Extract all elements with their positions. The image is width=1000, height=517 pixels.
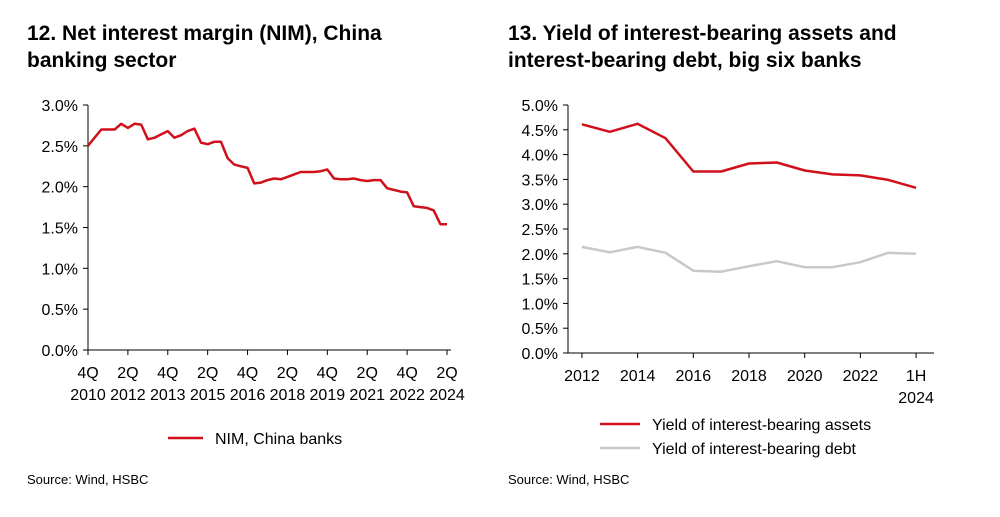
- x-tick-label: 2022: [389, 387, 425, 404]
- x-tick-label: 2016: [676, 368, 712, 385]
- legend-label: NIM, China banks: [215, 431, 342, 448]
- x-tick-label: 2018: [270, 387, 306, 404]
- chart-title-line-2: interest-bearing debt, big six banks: [508, 49, 862, 72]
- x-tick-label: 4Q: [317, 365, 338, 382]
- y-tick-label: 0.5%: [42, 302, 78, 319]
- x-tick-label: 2013: [150, 387, 186, 404]
- y-tick-label: 1.5%: [522, 272, 558, 289]
- x-tick-label: 2015: [190, 387, 226, 404]
- y-tick-label: 0.0%: [42, 343, 78, 360]
- x-tick-label: 2020: [787, 368, 823, 385]
- y-tick-label: 2.5%: [42, 139, 78, 156]
- y-tick-label: 2.5%: [522, 222, 558, 239]
- legend-label: Yield of interest-bearing assets: [652, 417, 871, 434]
- chart-title: 12. Net interest margin (NIM), China ban…: [27, 20, 382, 74]
- source-note: Source: Wind, HSBC: [508, 472, 630, 487]
- y-tick-label: 2.0%: [42, 180, 78, 197]
- y-tick-label: 4.5%: [522, 123, 558, 140]
- x-tick-label: 2012: [110, 387, 146, 404]
- series-line-0: [581, 122, 917, 190]
- y-tick-label: 3.0%: [42, 98, 78, 115]
- x-tick-label: 2012: [564, 368, 600, 385]
- x-tick-label: 2Q: [357, 365, 378, 382]
- source-note: Source: Wind, HSBC: [27, 472, 149, 487]
- y-tick-label: 1.0%: [522, 296, 558, 313]
- x-tick-label: 2016: [230, 387, 266, 404]
- chart-title-line-2: banking sector: [27, 49, 177, 72]
- nim-line-chart: 0.0% 0.5% 1.0% 1.5% 2.0% 2.5% 3.0% 4Q 2010 2Q 2012…: [42, 98, 465, 448]
- y-tick-label: 3.0%: [522, 197, 558, 214]
- y-tick-label: 1.0%: [42, 261, 78, 278]
- x-tick-label: 2014: [620, 368, 656, 385]
- x-tick-label: 2Q: [197, 365, 218, 382]
- chart-title: 13. Yield of interest-bearing assets and…: [508, 20, 897, 74]
- x-tick-label: 2019: [310, 387, 346, 404]
- yield-chart-panel: 13. Yield of interest-bearing assets and…: [500, 0, 1000, 517]
- nim-chart-panel: 12. Net interest margin (NIM), China ban…: [0, 0, 490, 517]
- y-tick-label: 3.5%: [522, 172, 558, 189]
- y-tick-label: 0.5%: [522, 321, 558, 338]
- x-tick-label: 2021: [349, 387, 385, 404]
- series-line-1: [581, 245, 917, 273]
- x-tick-label: 4Q: [77, 365, 98, 382]
- x-tick-label: 2Q: [277, 365, 298, 382]
- x-tick-label: 2Q: [436, 365, 457, 382]
- x-tick-label: 2024: [898, 390, 934, 407]
- yield-line-chart: 0.0% 0.5% 1.0% 1.5% 2.0% 2.5% 3.0% 3.5% 4.0% 4.5%…: [522, 98, 934, 458]
- x-tick-label: 2024: [429, 387, 465, 404]
- x-tick-label: 4Q: [396, 365, 417, 382]
- x-tick-label: 2018: [731, 368, 767, 385]
- x-tick-label: 2022: [843, 368, 879, 385]
- series-line-0: [87, 122, 447, 226]
- chart-title-line-1: 12. Net interest margin (NIM), China: [27, 22, 382, 45]
- chart-title-line-1: 13. Yield of interest-bearing assets and: [508, 22, 897, 45]
- x-tick-label: 2Q: [117, 365, 138, 382]
- y-tick-label: 0.0%: [522, 346, 558, 363]
- y-tick-label: 2.0%: [522, 247, 558, 264]
- x-tick-label: 1H: [906, 368, 926, 385]
- y-tick-label: 1.5%: [42, 221, 78, 238]
- x-tick-label: 4Q: [157, 365, 178, 382]
- x-tick-label: 4Q: [237, 365, 258, 382]
- y-tick-label: 5.0%: [522, 98, 558, 115]
- x-tick-label: 2010: [70, 387, 106, 404]
- legend-label: Yield of interest-bearing debt: [652, 441, 857, 458]
- y-tick-label: 4.0%: [522, 148, 558, 165]
